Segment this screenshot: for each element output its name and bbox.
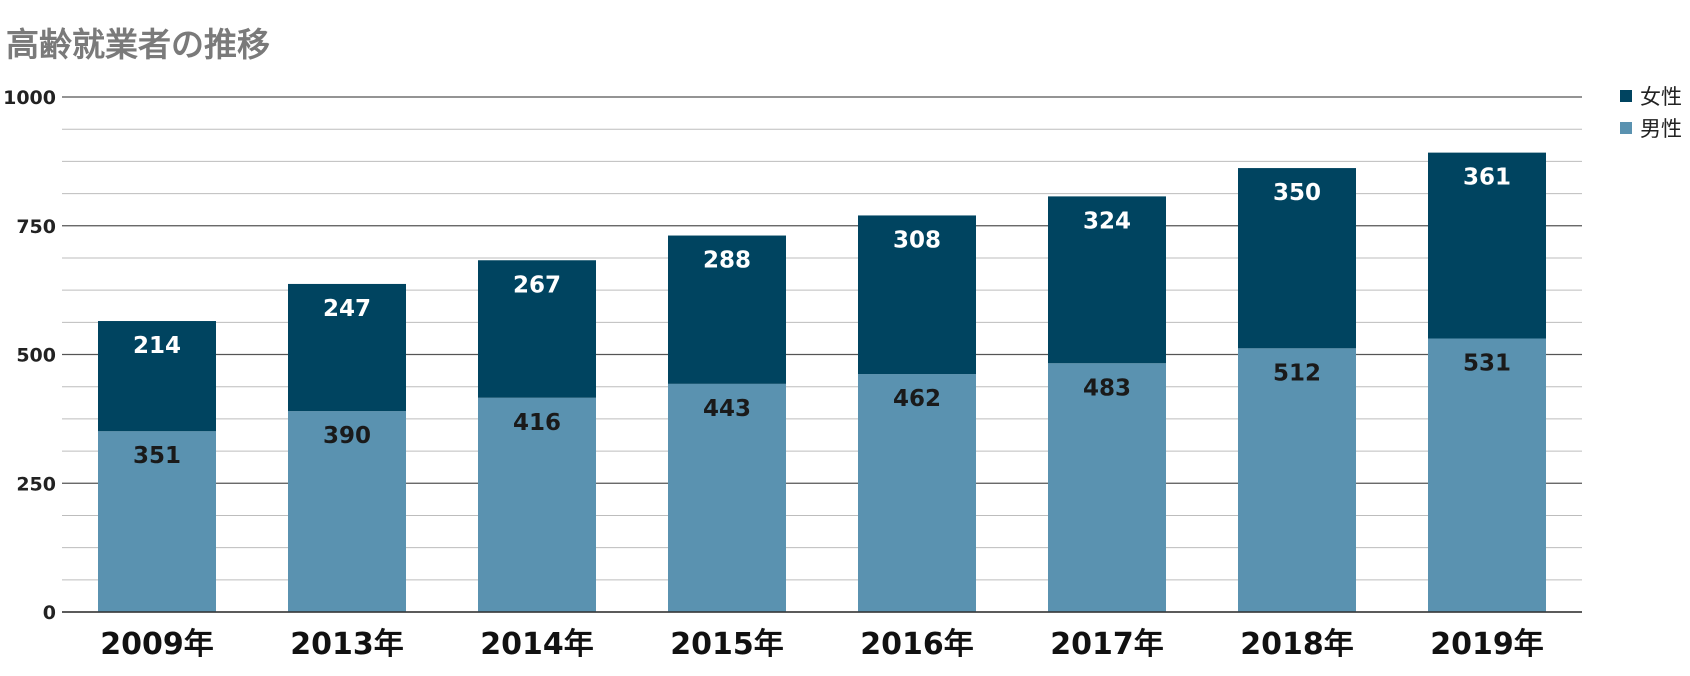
x-tick-label: 2009年 [100, 627, 214, 662]
data-label-female: 361 [1463, 165, 1511, 191]
x-tick-label: 2017年 [1050, 627, 1164, 662]
y-tick-label: 250 [16, 473, 56, 495]
data-label-female: 247 [323, 296, 371, 322]
data-label-male: 390 [323, 423, 371, 449]
bar-male [858, 374, 976, 612]
legend-item-male: 男性 [1620, 112, 1682, 144]
data-label-male: 416 [513, 410, 561, 436]
legend-item-female: 女性 [1620, 80, 1682, 112]
bar-male [1238, 348, 1356, 612]
bar-female [478, 260, 596, 398]
legend-swatch-male [1620, 122, 1632, 134]
y-tick-label: 0 [43, 602, 56, 624]
bar-female [1048, 196, 1166, 364]
bar-female [288, 283, 406, 412]
y-tick-label: 500 [16, 345, 56, 367]
data-label-female: 324 [1083, 208, 1131, 234]
data-label-male: 483 [1083, 375, 1131, 401]
bar-male [668, 383, 786, 612]
data-label-female: 288 [703, 248, 751, 274]
data-label-female: 308 [893, 227, 941, 253]
data-label-male: 351 [133, 443, 181, 469]
x-tick-label: 2019年 [1430, 627, 1544, 662]
legend-label-female: 女性 [1640, 85, 1682, 109]
bar-male [288, 411, 406, 612]
legend: 女性 男性 [1620, 80, 1682, 144]
x-tick-label: 2016年 [860, 627, 974, 662]
legend-swatch-female [1620, 90, 1632, 102]
bar-male [1428, 338, 1546, 612]
bar-female [98, 321, 216, 432]
data-label-male: 531 [1463, 351, 1511, 377]
data-label-female: 267 [513, 272, 561, 298]
chart-title: 高齢就業者の推移 [6, 25, 270, 64]
y-tick-label: 1000 [3, 87, 56, 109]
bar-male [98, 431, 216, 612]
data-label-male: 443 [703, 396, 751, 422]
bar-female [1238, 168, 1356, 349]
bar-female [858, 215, 976, 375]
legend-label-male: 男性 [1640, 117, 1682, 141]
data-label-male: 462 [893, 386, 941, 412]
x-tick-label: 2013年 [290, 627, 404, 662]
bar-male [478, 397, 596, 612]
data-label-male: 512 [1273, 360, 1321, 386]
data-label-female: 350 [1273, 180, 1321, 206]
bar-female [1428, 152, 1546, 339]
bar-male [1048, 363, 1166, 612]
bar-female [668, 235, 786, 384]
x-tick-label: 2015年 [670, 627, 784, 662]
x-tick-label: 2018年 [1240, 627, 1354, 662]
y-tick-label: 750 [16, 216, 56, 238]
data-label-female: 214 [133, 333, 181, 359]
x-tick-label: 2014年 [480, 627, 594, 662]
